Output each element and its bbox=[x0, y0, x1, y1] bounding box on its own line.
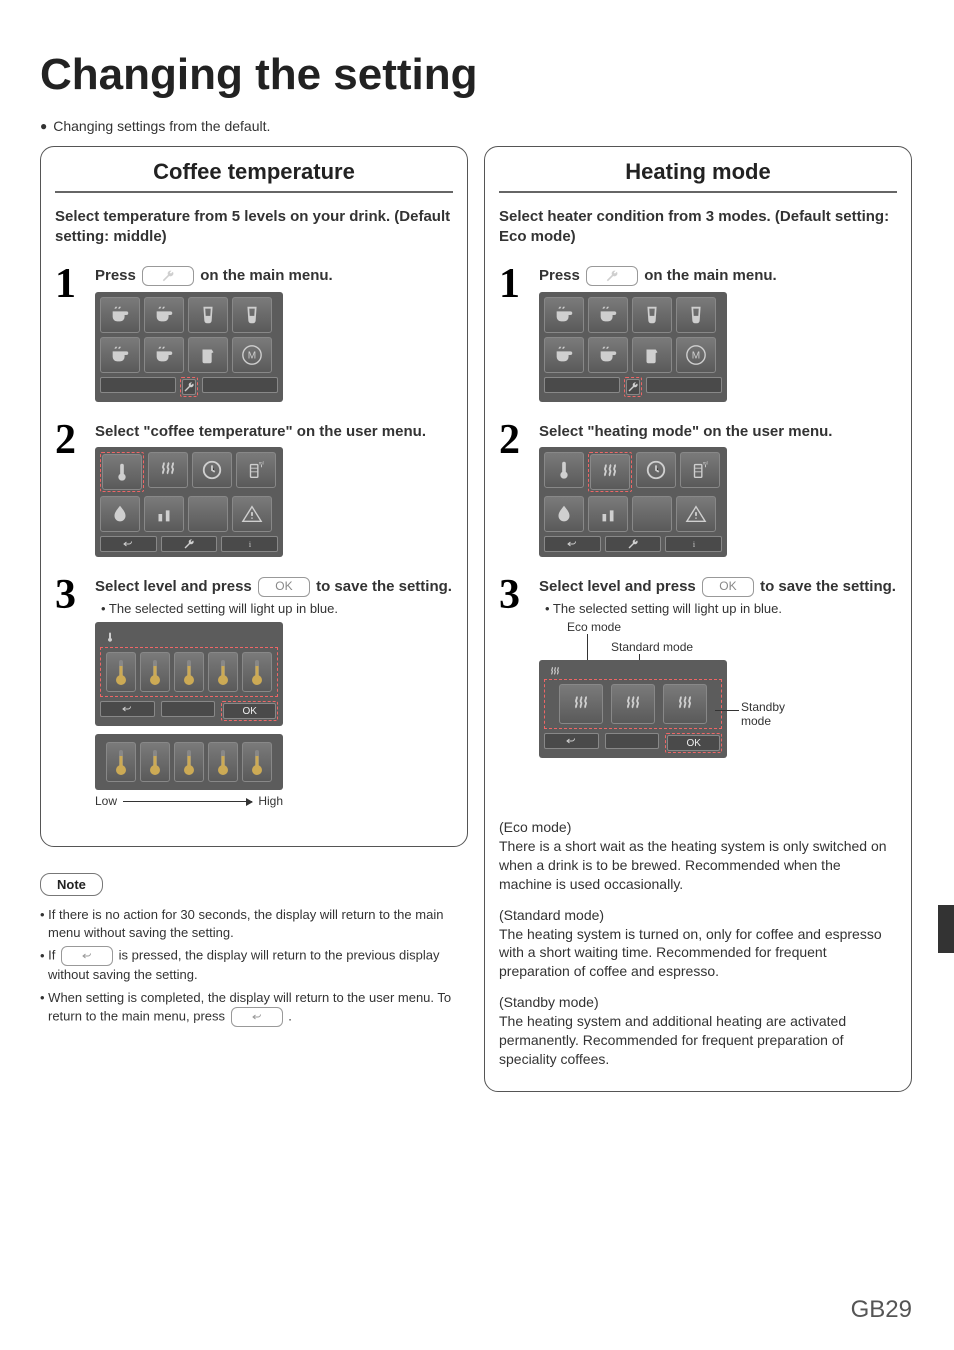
wrench-icon bbox=[161, 536, 218, 552]
page-edge-tab bbox=[938, 905, 954, 953]
drink-icon bbox=[232, 297, 272, 333]
back-button[interactable] bbox=[231, 1007, 283, 1027]
memory-icon bbox=[676, 337, 716, 373]
temp-level-icon bbox=[174, 742, 204, 782]
temp-level-icon bbox=[106, 742, 136, 782]
thermometer-icon bbox=[102, 454, 142, 490]
tile-icon bbox=[632, 496, 672, 532]
back-button[interactable] bbox=[61, 946, 113, 966]
high-label: High bbox=[258, 794, 283, 808]
temp-level-icon bbox=[140, 742, 170, 782]
volume-icon bbox=[236, 452, 276, 488]
wrench-icon bbox=[182, 379, 196, 395]
heat-icon bbox=[148, 452, 188, 488]
memory-icon bbox=[232, 337, 272, 373]
ok-label: OK bbox=[667, 735, 720, 751]
ok-button[interactable]: OK bbox=[258, 577, 310, 597]
jug-icon bbox=[188, 337, 228, 373]
page-number: GB29 bbox=[851, 1296, 912, 1324]
temp-level-icon bbox=[208, 742, 238, 782]
drink-icon bbox=[144, 297, 184, 333]
hardness-icon bbox=[588, 496, 628, 532]
back-icon bbox=[100, 701, 155, 717]
temp-level-icon bbox=[140, 652, 170, 692]
note-item: If is pressed, the display will return t… bbox=[40, 946, 468, 984]
drink-icon bbox=[100, 337, 140, 373]
jug-icon bbox=[632, 337, 672, 373]
note-badge: Note bbox=[40, 873, 103, 896]
drink-icon bbox=[144, 337, 184, 373]
panel-intro: Select temperature from 5 levels on your… bbox=[55, 207, 453, 248]
step-1: 1 Press on the main menu. bbox=[55, 266, 453, 402]
water-icon bbox=[544, 496, 584, 532]
water-icon bbox=[100, 496, 140, 532]
temp-level-icon bbox=[208, 652, 238, 692]
wrench-button[interactable] bbox=[142, 266, 194, 286]
low-label: Low bbox=[95, 794, 117, 808]
standby-mode-label: Standby mode bbox=[741, 700, 785, 728]
step-2: 2 Select "coffee temperature" on the use… bbox=[55, 422, 453, 558]
temp-level-icon bbox=[242, 742, 272, 782]
main-menu-screen bbox=[95, 292, 283, 402]
temperature-scale-screen bbox=[95, 734, 283, 790]
note-item: If there is no action for 30 seconds, th… bbox=[40, 906, 468, 942]
wrench-button[interactable] bbox=[586, 266, 638, 286]
tile-icon bbox=[188, 496, 228, 532]
back-icon bbox=[544, 536, 601, 552]
temp-level-icon bbox=[242, 652, 272, 692]
user-menu-screen bbox=[95, 447, 283, 557]
standby-mode-description: (Standby mode) The heating system and ad… bbox=[499, 993, 897, 1069]
drink-icon bbox=[588, 297, 628, 333]
standard-mode-description: (Standard mode) The heating system is tu… bbox=[499, 906, 897, 982]
panel-title: Coffee temperature bbox=[55, 159, 453, 193]
eco-mode-label: Eco mode bbox=[567, 620, 621, 634]
ok-label: OK bbox=[223, 703, 276, 719]
standard-mode-icon bbox=[611, 684, 655, 724]
page-subtitle: Changing settings from the default. bbox=[40, 118, 914, 134]
eco-mode-description: (Eco mode) There is a short wait as the … bbox=[499, 818, 897, 894]
wrench-icon bbox=[605, 536, 662, 552]
back-icon bbox=[100, 536, 157, 552]
note-item: When setting is completed, the display w… bbox=[40, 989, 468, 1027]
temp-level-icon bbox=[106, 652, 136, 692]
clock-icon bbox=[636, 452, 676, 488]
ok-button[interactable]: OK bbox=[702, 577, 754, 597]
notes-section: Note If there is no action for 30 second… bbox=[40, 873, 468, 1027]
drink-icon bbox=[188, 297, 228, 333]
volume-icon bbox=[680, 452, 720, 488]
drink-icon bbox=[544, 297, 584, 333]
heat-icon bbox=[590, 454, 630, 490]
temperature-select-screen: OK bbox=[95, 622, 283, 726]
warn-icon bbox=[676, 496, 716, 532]
standby-mode-icon bbox=[663, 684, 707, 724]
drink-icon bbox=[100, 297, 140, 333]
warn-icon bbox=[232, 496, 272, 532]
info-icon bbox=[665, 536, 722, 552]
drink-icon bbox=[632, 297, 672, 333]
drink-icon bbox=[588, 337, 628, 373]
step-3: 3 Select level and press OK to save the … bbox=[55, 577, 453, 808]
thermometer-icon bbox=[544, 452, 584, 488]
heating-mode-diagram: Eco mode Standard mode bbox=[539, 620, 799, 790]
info-icon bbox=[221, 536, 278, 552]
hardness-icon bbox=[144, 496, 184, 532]
coffee-temperature-panel: Coffee temperature Select temperature fr… bbox=[40, 146, 468, 847]
wrench-icon bbox=[626, 379, 640, 395]
heating-mode-panel: Heating mode Select heater condition fro… bbox=[484, 146, 912, 1092]
step-2: 2 Select "heating mode" on the user menu… bbox=[499, 422, 897, 558]
eco-mode-icon bbox=[559, 684, 603, 724]
user-menu-screen bbox=[539, 447, 727, 557]
clock-icon bbox=[192, 452, 232, 488]
page-title: Changing the setting bbox=[40, 50, 914, 100]
step-3: 3 Select level and press OK to save the … bbox=[499, 577, 897, 790]
back-icon bbox=[544, 733, 599, 749]
drink-icon bbox=[544, 337, 584, 373]
standard-mode-label: Standard mode bbox=[611, 640, 693, 654]
main-menu-screen bbox=[539, 292, 727, 402]
drink-icon bbox=[676, 297, 716, 333]
panel-intro: Select heater condition from 3 modes. (D… bbox=[499, 207, 897, 248]
panel-title: Heating mode bbox=[499, 159, 897, 193]
temp-level-icon bbox=[174, 652, 204, 692]
step-1: 1 Press on the main menu. bbox=[499, 266, 897, 402]
